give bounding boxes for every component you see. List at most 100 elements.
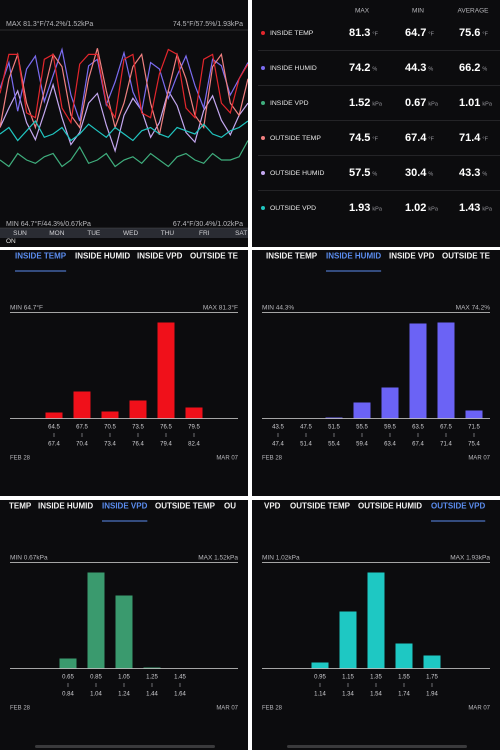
column-header: MAX <box>355 8 370 15</box>
day-label: FRI <box>199 230 210 237</box>
bin-end-label: 59.4 <box>356 442 368 448</box>
start-label: FEB 28 <box>10 706 31 712</box>
bin-start-label: 1.15 <box>342 675 354 681</box>
stat-unit: kPa <box>482 101 492 107</box>
tab[interactable]: OUTSIDE HUMID <box>358 502 422 511</box>
stat-value: 71.4 <box>459 132 481 144</box>
stat-value: 81.3 <box>349 27 370 39</box>
bin-end-label: 70.4 <box>76 442 88 448</box>
tab[interactable]: OUTSIDE TEMP <box>290 502 351 511</box>
bar <box>87 572 105 669</box>
data-line <box>0 48 248 125</box>
stat-value: 66.2 <box>459 62 480 74</box>
day-label: SUN <box>13 230 27 237</box>
legend-dot <box>261 136 265 140</box>
bin-start-label: 1.35 <box>370 675 382 681</box>
bin-end-label: 1.04 <box>90 692 102 698</box>
bin-start-label: 43.5 <box>272 425 284 431</box>
bar <box>409 323 427 419</box>
bar <box>143 667 161 669</box>
histogram-panel <box>0 250 248 496</box>
stat-value: 75.6 <box>459 27 480 39</box>
stat-value: 74.5 <box>349 132 370 144</box>
status-label: ON <box>6 238 16 245</box>
tab[interactable]: INSIDE TEMP <box>15 252 67 261</box>
start-label: FEB 28 <box>262 706 283 712</box>
tab[interactable]: INSIDE TEMP <box>266 252 318 261</box>
max-label: MAX 1.93kPa <box>450 555 490 562</box>
tab[interactable]: INSIDE HUMID <box>75 252 130 261</box>
row-name: OUTSIDE HUMID <box>270 170 324 177</box>
stat-value: 1.52 <box>349 97 370 109</box>
stat-unit: kPa <box>482 206 492 212</box>
tab[interactable]: TEMP <box>9 502 32 511</box>
tab[interactable]: INSIDE VPD <box>137 252 183 261</box>
tab[interactable]: INSIDE VPD <box>389 252 435 261</box>
bin-end-label: 1.14 <box>314 692 326 698</box>
table-panel <box>252 0 500 247</box>
bar <box>437 322 455 419</box>
tab[interactable]: INSIDE HUMID <box>38 502 93 511</box>
bin-start-label: 67.5 <box>440 425 452 431</box>
tab[interactable]: INSIDE HUMID <box>326 252 381 261</box>
bin-end-label: 1.54 <box>370 692 382 698</box>
tab[interactable]: OUTSIDE TE <box>190 252 239 261</box>
bin-start-label: 51.5 <box>328 425 340 431</box>
bar <box>59 658 77 669</box>
tab[interactable]: VPD <box>264 502 281 511</box>
bar <box>45 412 63 419</box>
min-label: MIN 64.7°F <box>10 304 43 312</box>
bin-end-label: 47.4 <box>272 442 284 448</box>
data-line <box>0 140 248 168</box>
legend-dot <box>261 171 265 175</box>
max-label: MAX 1.52kPa <box>198 555 238 562</box>
bin-start-label: 67.5 <box>76 425 88 431</box>
home-indicator <box>35 745 215 748</box>
bar <box>325 417 343 419</box>
stat-value: 1.02 <box>405 202 426 214</box>
bin-start-label: 73.5 <box>132 425 144 431</box>
bin-start-label: 0.95 <box>314 675 326 681</box>
legend-dot <box>261 206 265 210</box>
bin-end-label: 73.4 <box>104 442 116 448</box>
bin-start-label: 63.5 <box>412 425 424 431</box>
tab[interactable]: OUTSIDE TEMP <box>155 502 216 511</box>
data-line <box>0 119 248 142</box>
stat-value: 1.43 <box>459 202 480 214</box>
day-label: MON <box>49 230 64 237</box>
stat-value: 0.67 <box>405 97 426 109</box>
bar <box>423 655 441 669</box>
legend-dot <box>261 101 265 105</box>
stat-unit: % <box>428 171 433 177</box>
bin-end-label: 51.4 <box>300 442 312 448</box>
stat-unit: kPa <box>428 101 438 107</box>
row-name: OUTSIDE TEMP <box>270 135 321 142</box>
bin-end-label: 67.4 <box>48 442 60 448</box>
tab[interactable]: OUTSIDE VPD <box>431 502 485 511</box>
bin-start-label: 1.25 <box>146 675 158 681</box>
stat-value: 44.3 <box>405 62 426 74</box>
data-line <box>0 47 248 122</box>
bar <box>465 410 483 419</box>
tab[interactable]: INSIDE VPD <box>102 502 148 511</box>
bin-start-label: 0.85 <box>90 675 102 681</box>
stat-value: 67.4 <box>405 132 427 144</box>
bin-start-label: 71.5 <box>468 425 480 431</box>
bar <box>129 400 147 419</box>
column-header: AVERAGE <box>458 8 490 15</box>
bin-end-label: 1.74 <box>398 692 410 698</box>
start-label: FEB 28 <box>262 456 283 462</box>
bin-start-label: 0.65 <box>62 675 74 681</box>
stat-value: 64.7 <box>405 27 426 39</box>
stat-unit: % <box>372 66 377 72</box>
bin-start-label: 1.75 <box>426 675 438 681</box>
stat-unit: % <box>482 66 487 72</box>
bin-end-label: 0.84 <box>62 692 74 698</box>
end-label: MAR 07 <box>216 456 238 462</box>
tab[interactable]: OUTSIDE TE <box>442 252 491 261</box>
tab[interactable]: OU <box>224 502 236 511</box>
bin-end-label: 63.4 <box>384 442 396 448</box>
column-header: MIN <box>412 8 424 15</box>
bin-end-label: 75.4 <box>468 442 480 448</box>
